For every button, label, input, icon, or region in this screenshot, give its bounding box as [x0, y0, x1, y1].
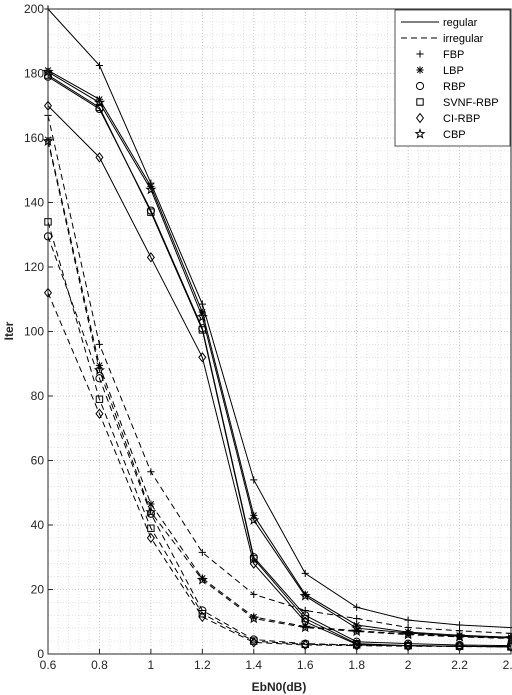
data-point	[93, 96, 106, 108]
data-point	[95, 408, 104, 419]
data-point	[404, 630, 412, 638]
data-point	[147, 208, 155, 216]
data-point	[95, 152, 104, 163]
data-point	[147, 524, 155, 532]
series-line	[47, 221, 512, 648]
y-tick-label: 0	[37, 647, 44, 661]
data-point	[196, 311, 208, 322]
data-point	[147, 500, 155, 508]
y-tick-label: 160	[24, 131, 44, 145]
data-point	[196, 573, 208, 585]
legend-entry-label: RBP	[443, 81, 466, 93]
y-tick-label: 20	[31, 583, 45, 597]
x-tick-label: 0.8	[91, 658, 108, 672]
legend-marker-sample	[416, 66, 424, 74]
legend-entry-label: CBP	[443, 129, 466, 141]
data-point	[299, 621, 311, 633]
data-point	[146, 532, 155, 544]
data-point	[402, 628, 414, 640]
legend-marker-sample	[415, 112, 425, 124]
series-line	[47, 141, 512, 640]
data-point	[145, 183, 157, 195]
data-point	[146, 509, 155, 518]
data-point	[198, 574, 206, 582]
data-point	[198, 548, 206, 557]
x-tick-label: 1.8	[348, 658, 365, 672]
series-line	[47, 71, 512, 639]
legend-marker-sample	[416, 50, 424, 58]
data-point	[198, 611, 207, 623]
data-point	[95, 395, 104, 403]
x-tick-label: 2	[405, 658, 412, 672]
data-point	[146, 252, 155, 263]
data-point	[95, 340, 104, 348]
series-line	[47, 115, 512, 634]
data-point	[250, 613, 258, 621]
data-point	[250, 590, 258, 598]
series-line	[47, 139, 512, 639]
legend-marker-sample	[416, 98, 424, 106]
y-tick-label: 80	[31, 389, 45, 403]
legend-marker-sample	[414, 128, 426, 139]
x-tick-label: 1.4	[245, 658, 262, 672]
data-point	[145, 506, 157, 517]
legend: regular irregular FBP LBP RBP SVNF-RBP CI-RBP C…	[394, 9, 511, 147]
data-point	[353, 603, 361, 611]
data-point	[351, 625, 363, 637]
series-line	[47, 292, 512, 648]
legend-entry-label: CI-RBP	[443, 113, 480, 125]
data-point	[301, 606, 309, 615]
data-point	[249, 637, 258, 648]
data-point	[353, 627, 361, 635]
y-tick-label: 180	[24, 67, 44, 81]
series-layer	[42, 5, 512, 653]
legend-entry-label: LBP	[443, 65, 464, 77]
legend-entry-label: SVNF-RBP	[443, 97, 499, 109]
data-point	[93, 364, 106, 375]
data-point	[249, 558, 258, 569]
x-tick-label: 1.6	[297, 658, 314, 672]
series-line	[47, 69, 512, 638]
data-point	[198, 352, 207, 363]
legend-entry-label: regular	[443, 17, 478, 29]
y-tick-label: 120	[24, 260, 44, 274]
y-tick-label: 100	[24, 325, 44, 339]
data-point	[95, 374, 104, 383]
y-tick-label: 60	[31, 454, 45, 468]
data-point	[301, 590, 309, 598]
data-point	[353, 614, 361, 623]
data-point	[299, 590, 311, 601]
data-point	[250, 476, 258, 484]
legend-entry-label: FBP	[443, 49, 464, 61]
data-point	[198, 300, 206, 308]
series-line	[47, 8, 512, 629]
data-point	[248, 514, 260, 525]
x-tick-label: 0.6	[40, 658, 57, 672]
data-point	[147, 468, 155, 476]
axes: 0.6 0.8 1 1.2 1.4 1.6 1.8 2 2.2 2.4 0 20 40 60 80 100 12…	[24, 2, 512, 672]
x-tick-label: 1	[148, 658, 155, 672]
data-point	[453, 631, 466, 642]
data-point	[95, 61, 104, 70]
grid	[48, 9, 511, 654]
data-point	[248, 612, 260, 624]
x-tick-label: 1.2	[194, 658, 211, 672]
x-tick-label: 2.4	[503, 658, 512, 672]
y-tick-label: 40	[31, 518, 45, 532]
data-point	[301, 622, 309, 631]
x-axis-label: EbN0(dB)	[252, 680, 307, 694]
legend-box	[394, 9, 511, 147]
data-point	[404, 616, 412, 624]
y-tick-label: 200	[24, 2, 44, 16]
data-point	[301, 569, 309, 577]
x-tick-label: 2.2	[451, 658, 468, 672]
legend-marker-sample	[415, 81, 425, 91]
series-cbp-irregular	[42, 135, 512, 644]
y-tick-label: 140	[24, 196, 44, 210]
legend-entry-label: irregular	[443, 33, 484, 45]
y-axis-label: Iter	[2, 321, 16, 340]
